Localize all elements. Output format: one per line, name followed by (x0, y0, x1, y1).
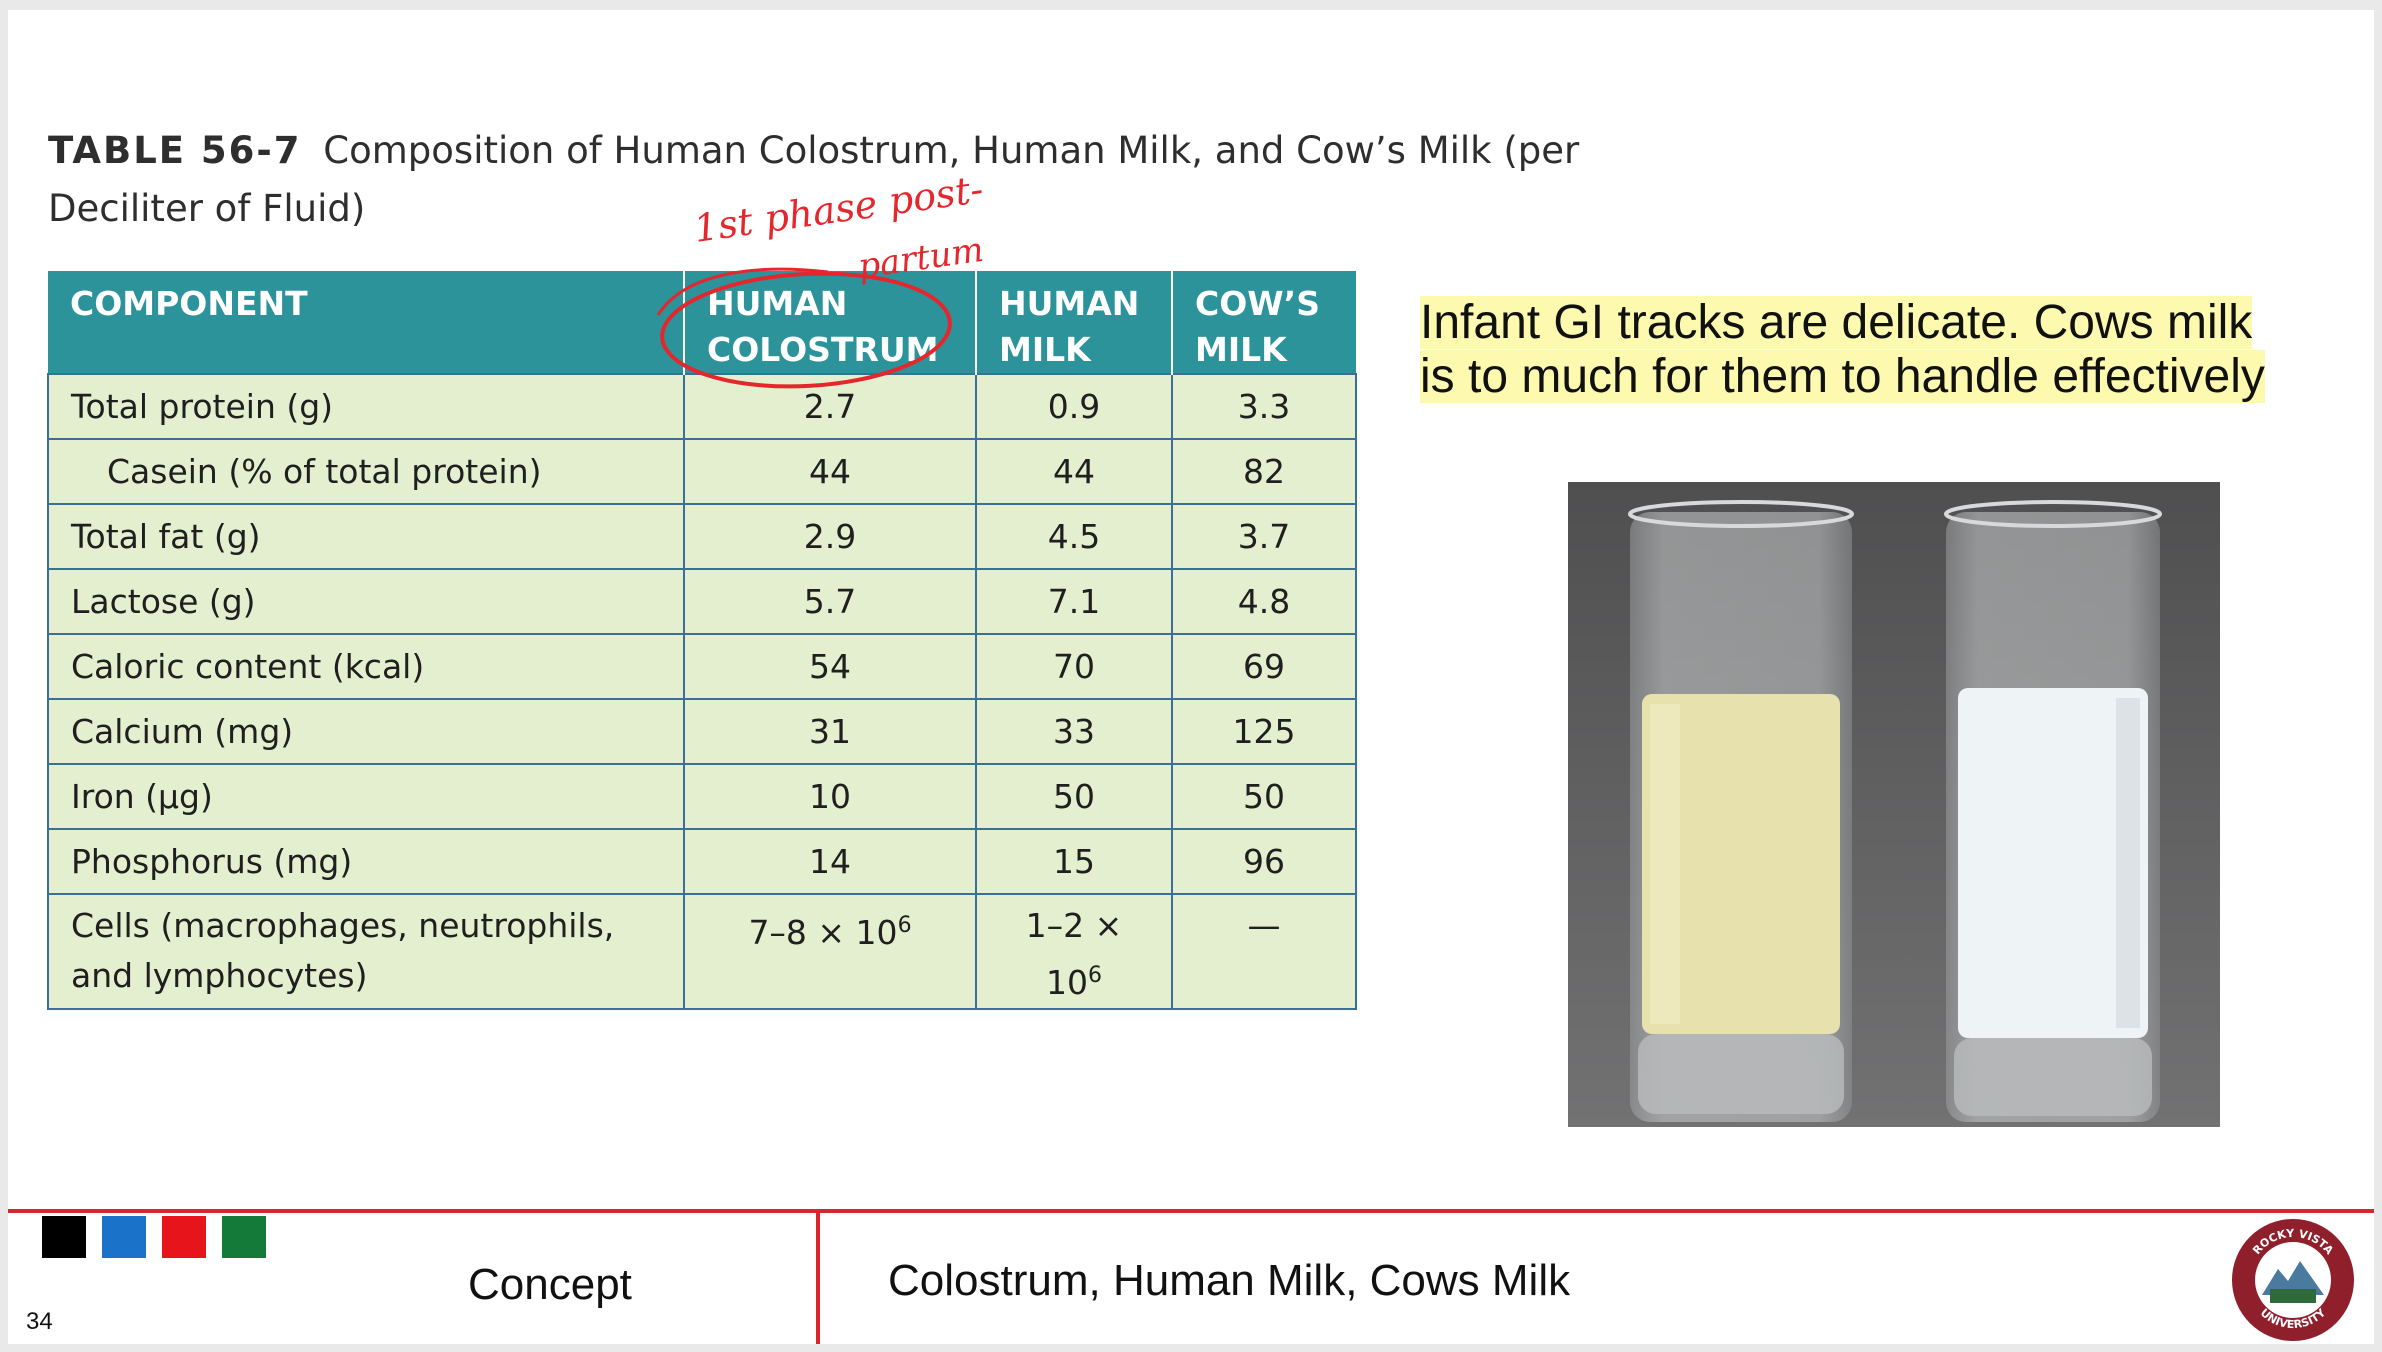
table-row: Calcium (mg) 31 33 125 (47, 698, 1357, 765)
cell-colostrum: 54 (683, 633, 977, 700)
footer-rule (8, 1209, 2374, 1213)
color-swatch-black (42, 1216, 86, 1258)
row-label: Iron (µg) (47, 763, 685, 830)
row-label: Cells (macrophages, neutrophils, and lym… (47, 893, 685, 1010)
row-label: Casein (% of total protein) (47, 438, 685, 505)
cell-colostrum: 2.9 (683, 503, 977, 570)
cell-colostrum: 7–8 × 106 (683, 893, 977, 1010)
cell-human-milk: 50 (975, 763, 1173, 830)
header-component: COMPONENT (48, 271, 684, 374)
header-human-colostrum: HUMAN COLOSTRUM (683, 271, 976, 374)
table-title: Composition of Human Colostrum, Human Mi… (48, 129, 1580, 230)
cell-cows-milk: 50 (1171, 763, 1357, 830)
table-header-row: COMPONENT HUMAN COLOSTRUM HUMAN MILK COW’S… (48, 271, 1356, 374)
colostrum-glass (1628, 500, 1854, 1122)
cell-human-milk: 0.9 (975, 373, 1173, 440)
row-label: Caloric content (kcal) (47, 633, 685, 700)
color-swatch-red (162, 1216, 206, 1258)
composition-table: COMPONENT HUMAN COLOSTRUM HUMAN MILK COW’S… (47, 271, 1357, 1010)
row-label: Lactose (g) (47, 568, 685, 635)
row-label: Total protein (g) (47, 373, 685, 440)
table-row: Casein (% of total protein) 44 44 82 (47, 438, 1357, 505)
table-row: Cells (macrophages, neutrophils, and lym… (47, 893, 1357, 1010)
cows-milk-glass (1944, 500, 2162, 1122)
cell-human-milk: 1–2 × 106 (975, 893, 1173, 1010)
color-swatch-green (222, 1216, 266, 1258)
cell-cows-milk: 3.7 (1171, 503, 1357, 570)
milk-glasses-photo (1568, 482, 2220, 1127)
cell-colostrum: 5.7 (683, 568, 977, 635)
row-label: Calcium (mg) (47, 698, 685, 765)
table-row: Phosphorus (mg) 14 15 96 (47, 828, 1357, 895)
footer-divider (816, 1212, 820, 1344)
cell-cows-milk: — (1171, 893, 1357, 1010)
table-row: Total protein (g) 2.7 0.9 3.3 (47, 373, 1357, 440)
footer-title: Colostrum, Human Milk, Cows Milk (888, 1256, 1571, 1305)
table-row: Total fat (g) 2.9 4.5 3.7 (47, 503, 1357, 570)
note-text: Infant GI tracks are delicate. Cows milk… (1420, 296, 2320, 404)
table-label: TABLE 56-7 (48, 129, 302, 172)
cell-human-milk: 4.5 (975, 503, 1173, 570)
cell-colostrum: 2.7 (683, 373, 977, 440)
note-line1: Infant GI tracks are delicate. Cows milk (1420, 296, 2253, 349)
cell-human-milk: 33 (975, 698, 1173, 765)
table-row: Lactose (g) 5.7 7.1 4.8 (47, 568, 1357, 635)
table-row: Iron (µg) 10 50 50 (47, 763, 1357, 830)
cell-cows-milk: 69 (1171, 633, 1357, 700)
cell-colostrum: 44 (683, 438, 977, 505)
cell-human-milk: 15 (975, 828, 1173, 895)
cell-cows-milk: 4.8 (1171, 568, 1357, 635)
cell-colostrum: 31 (683, 698, 977, 765)
footer-concept-label: Concept (468, 1260, 632, 1309)
cell-colostrum: 14 (683, 828, 977, 895)
row-label: Total fat (g) (47, 503, 685, 570)
row-label: Phosphorus (mg) (47, 828, 685, 895)
cell-human-milk: 7.1 (975, 568, 1173, 635)
header-human-milk: HUMAN MILK (975, 271, 1172, 374)
cell-cows-milk: 96 (1171, 828, 1357, 895)
cell-cows-milk: 3.3 (1171, 373, 1357, 440)
cell-human-milk: 44 (975, 438, 1173, 505)
table-caption: TABLE 56-7 Composition of Human Colostru… (48, 122, 1648, 238)
cell-human-milk: 70 (975, 633, 1173, 700)
slide-number: 34 (26, 1308, 53, 1335)
table-row: Caloric content (kcal) 54 70 69 (47, 633, 1357, 700)
cell-cows-milk: 125 (1171, 698, 1357, 765)
university-logo-icon: ROCKY VISTA UNIVERSITY (2232, 1219, 2354, 1341)
note-line2: is to much for them to handle effectivel… (1420, 350, 2265, 403)
color-swatch-blue (102, 1216, 146, 1258)
slide: TABLE 56-7 Composition of Human Colostru… (8, 10, 2374, 1344)
cell-colostrum: 10 (683, 763, 977, 830)
cell-cows-milk: 82 (1171, 438, 1357, 505)
header-cows-milk: COW’S MILK (1171, 271, 1356, 374)
